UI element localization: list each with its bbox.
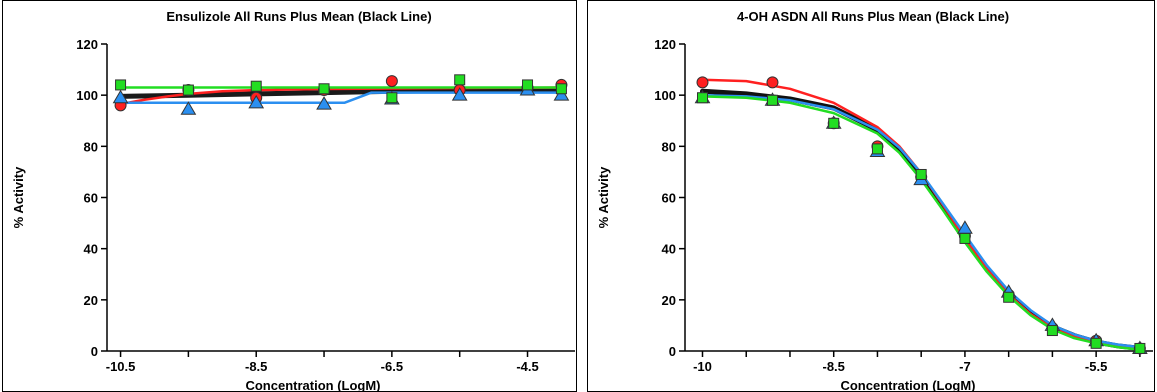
y-tick-label: 80 <box>662 139 676 154</box>
fit-curve-triangle <box>119 91 563 105</box>
chart-title: 4-OH ASDN All Runs Plus Mean (Black Line… <box>737 9 1009 24</box>
y-tick-label: 40 <box>662 242 676 257</box>
data-point-square <box>696 92 708 104</box>
data-point-square <box>1046 325 1058 337</box>
x-tick-label: -6.5 <box>381 359 403 374</box>
data-point-triangle <box>112 89 129 104</box>
mean-curve <box>700 88 1143 351</box>
x-tick-label: -7 <box>959 359 971 374</box>
data-point-square <box>182 84 194 96</box>
x-tick-label: -4.5 <box>516 359 538 374</box>
data-point-square <box>766 94 778 106</box>
fit-curve-triangle <box>701 93 1142 349</box>
data-point-triangle <box>180 101 197 115</box>
x-tick-label: -8.5 <box>823 359 845 374</box>
data-point-square <box>555 83 567 95</box>
data-point-square <box>959 232 971 244</box>
data-point-square <box>1134 342 1146 354</box>
data-point-circle <box>385 75 398 88</box>
mean-curve <box>118 87 564 99</box>
y-tick-label: 100 <box>654 88 676 103</box>
data-point-square <box>828 117 840 129</box>
x-tick-label: -5.5 <box>1085 359 1107 374</box>
y-axis-label: % Activity <box>596 166 611 228</box>
data-point-square <box>386 92 398 104</box>
x-tick-label: -8.5 <box>245 359 267 374</box>
y-tick-label: 0 <box>669 344 676 359</box>
y-tick-label: 80 <box>84 139 98 154</box>
y-tick-label: 60 <box>662 191 676 206</box>
fit-curve-square <box>701 95 1142 351</box>
ensulizole-chart-panel: Ensulizole All Runs Plus Mean (Black Lin… <box>2 0 577 392</box>
data-point-square <box>454 74 466 86</box>
y-tick-label: 20 <box>662 293 676 308</box>
data-point-square <box>1090 337 1102 349</box>
asdn-chart: 4-OH ASDN All Runs Plus Mean (Black Line… <box>596 9 1153 392</box>
x-tick-label: -10 <box>693 359 712 374</box>
data-point-square <box>1003 291 1015 303</box>
fit-curve-circle <box>701 78 1142 350</box>
y-tick-label: 60 <box>84 191 98 206</box>
y-axis-label: % Activity <box>11 166 26 228</box>
chart-title: Ensulizole All Runs Plus Mean (Black Lin… <box>166 9 431 24</box>
data-point-circle <box>766 76 779 89</box>
y-tick-label: 100 <box>76 88 98 103</box>
data-point-square <box>250 80 262 92</box>
y-tick-label: 0 <box>91 344 98 359</box>
data-point-triangle <box>248 94 265 109</box>
asdn-chart-panel: 4-OH ASDN All Runs Plus Mean (Black Line… <box>587 0 1155 392</box>
ensulizole-chart: Ensulizole All Runs Plus Mean (Black Lin… <box>11 9 575 392</box>
y-tick-label: 40 <box>84 242 98 257</box>
y-tick-label: 20 <box>84 293 98 308</box>
data-point-circle <box>696 76 709 89</box>
y-tick-label: 120 <box>654 37 676 52</box>
data-point-square <box>871 143 883 155</box>
data-point-square <box>115 79 127 91</box>
data-point-square <box>318 83 330 95</box>
x-tick-label: -10.5 <box>106 359 136 374</box>
data-point-square <box>915 168 927 180</box>
x-axis-label: Concentration (LogM) <box>840 378 975 392</box>
x-axis-label: Concentration (LogM) <box>245 378 380 392</box>
data-point-triangle <box>316 96 332 110</box>
data-point-square <box>522 79 534 91</box>
y-tick-label: 120 <box>76 37 98 52</box>
data-point-triangle <box>451 87 468 101</box>
